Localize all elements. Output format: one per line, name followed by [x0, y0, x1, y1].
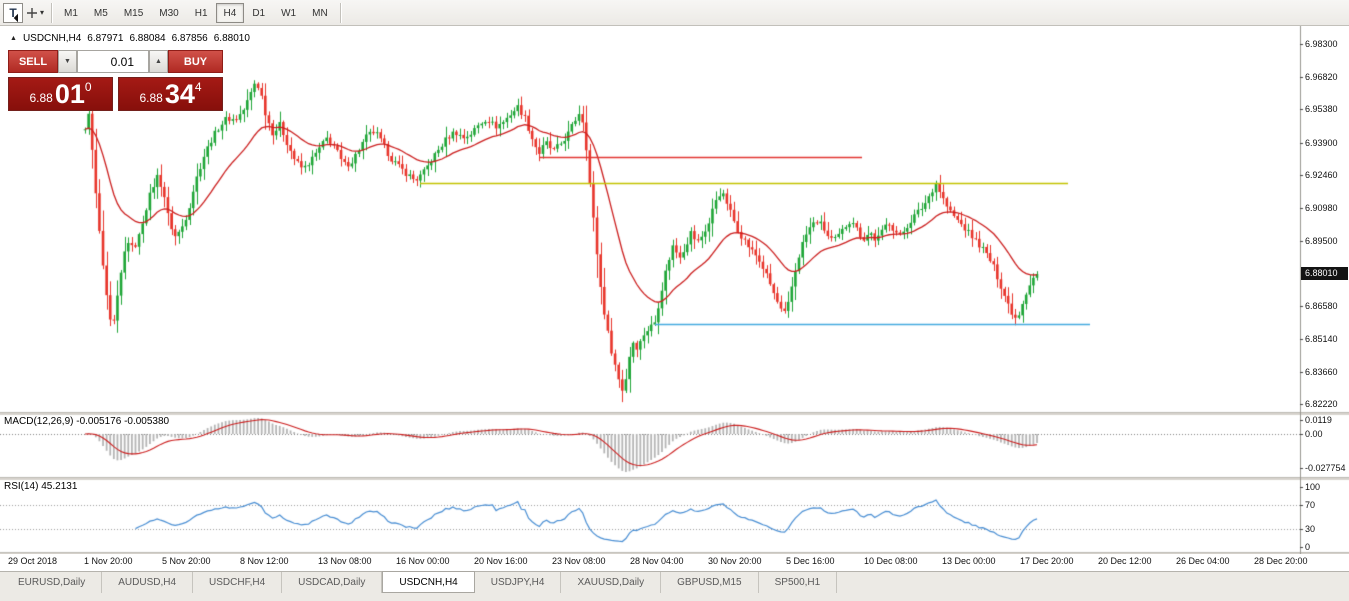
high-value: 6.88084 — [129, 33, 166, 44]
timeframe-button-m15[interactable]: M15 — [123, 7, 144, 19]
macd-axis-label: -0.027754 — [1305, 463, 1346, 473]
price-tick-label: 6.95380 — [1305, 104, 1338, 115]
price-chart-canvas[interactable] — [0, 26, 1349, 554]
price-tick-label: 6.90980 — [1305, 202, 1338, 213]
chart-tabs-bar: EURUSD,Daily AUDUSD,H4 USDCHF,H4 USDCAD,Dai… — [0, 571, 1349, 601]
lot-increase-button[interactable]: ▲ — [149, 50, 168, 73]
price-tick-label: 6.98300 — [1305, 39, 1338, 49]
time-axis-label: 30 Nov 20:00 — [708, 556, 762, 566]
timeframe-button-h4[interactable]: H4 — [215, 2, 245, 23]
rsi-axis-label: 70 — [1305, 500, 1316, 510]
sell-price-big: 01 — [54, 79, 85, 109]
timeframe-button-m30[interactable]: M30 — [159, 7, 179, 19]
sell-price-display[interactable]: 6.88 01 0 — [8, 77, 113, 111]
price-tick-label: 6.92460 — [1305, 169, 1338, 180]
chart-tab-audusd-h4[interactable]: AUDUSD,H4 — [102, 572, 194, 593]
toolbar: T ▾ M1 M5 M15 M30 H1 H4 D1 W1 MN — [0, 0, 1349, 26]
rsi-axis-label: 0 — [1305, 542, 1311, 552]
time-axis-label: 23 Nov 08:00 — [552, 556, 606, 566]
chart-tab-xauusd-daily[interactable]: XAUUSD,Daily — [561, 572, 662, 593]
price-tick-label: 6.86580 — [1305, 301, 1338, 312]
chart-tool-icon: T — [9, 5, 17, 20]
price-tick-label: 6.96820 — [1305, 72, 1338, 83]
time-axis-label: 13 Dec 00:00 — [942, 556, 996, 566]
time-axis-label: 20 Nov 16:00 — [474, 556, 528, 566]
current-price-tag: 6.88010 — [1301, 267, 1348, 281]
time-axis-label: 1 Nov 20:00 — [84, 556, 133, 566]
timeframe-button-mn[interactable]: MN — [312, 7, 328, 19]
ohlc-marker-icon: ▲ — [10, 35, 17, 42]
time-axis-label: 5 Dec 16:00 — [786, 556, 835, 566]
sell-price-sup: 0 — [84, 80, 92, 94]
time-axis-label: 28 Nov 04:00 — [630, 556, 684, 566]
macd-label: MACD(12,26,9) -0.005176 -0.005380 — [4, 416, 170, 427]
price-tick-label: 6.82220 — [1305, 399, 1338, 409]
chart-symbol-label: USDCNH,H4 — [22, 33, 82, 44]
chart-tab-gbpusd-m15[interactable]: GBPUSD,M15 — [661, 572, 759, 593]
time-axis[interactable]: 29 Oct 2018 1 Nov 20:00 5 Nov 20:00 8 Nov 1… — [0, 554, 1349, 571]
sell-price-prefix: 6.88 — [29, 91, 53, 105]
rsi-label: RSI(14) 45.2131 — [4, 481, 78, 492]
crosshair-tool-button[interactable]: ▾ — [25, 3, 45, 23]
chart-tab-usdchf-h4[interactable]: USDCHF,H4 — [193, 572, 283, 593]
lot-up-icon: ▲ — [155, 58, 162, 65]
price-tick-label: 6.83660 — [1305, 366, 1338, 377]
trade-prices-row: 6.88 01 0 6.88 34 4 — [8, 77, 223, 111]
chart-tab-usdcad-daily[interactable]: USDCAD,Daily — [282, 572, 383, 593]
timeframe-button-m1[interactable]: M1 — [64, 7, 78, 19]
chart-tab-usdcnh-h4[interactable]: USDCNH,H4 — [382, 571, 475, 593]
timeframe-button-d1[interactable]: D1 — [252, 7, 266, 19]
trade-controls-row: SELL ▼ ▲ BUY — [8, 50, 223, 73]
chart-area: ▲ USDCNH,H4 6.87971 6.88084 6.87856 6.88… — [0, 26, 1349, 571]
open-value: 6.87971 — [87, 33, 124, 44]
lot-down-icon: ▼ — [64, 58, 71, 65]
price-tick-label: 6.93900 — [1305, 137, 1338, 148]
time-axis-label: 16 Nov 00:00 — [396, 556, 450, 566]
time-axis-label: 10 Dec 08:00 — [864, 556, 918, 566]
buy-price-big: 34 — [164, 79, 195, 109]
macd-axis-label: 0.0119 — [1305, 415, 1332, 425]
buy-price-display[interactable]: 6.88 34 4 — [118, 77, 223, 111]
buy-price-sup: 4 — [194, 80, 202, 94]
low-value: 6.87856 — [171, 33, 208, 44]
price-tick-label: 6.89500 — [1305, 236, 1338, 246]
time-axis-label: 28 Dec 20:00 — [1254, 556, 1308, 566]
timeframe-group: M1 M5 M15 M30 H1 H4 D1 W1 MN — [56, 2, 336, 23]
time-axis-label: 17 Dec 20:00 — [1020, 556, 1074, 566]
timeframe-button-w1[interactable]: W1 — [281, 7, 297, 19]
crosshair-icon — [26, 7, 37, 18]
chart-tab-usdjpy-h4[interactable]: USDJPY,H4 — [475, 572, 562, 593]
buy-price-prefix: 6.88 — [139, 91, 163, 105]
toolbar-separator — [339, 2, 341, 23]
buy-button[interactable]: BUY — [168, 50, 223, 73]
price-scale[interactable]: 6.98300 6.96820 6.95380 6.93900 6.92460 6.909… — [1300, 26, 1349, 554]
time-axis-label: 26 Dec 04:00 — [1176, 556, 1230, 566]
sell-button[interactable]: SELL — [8, 50, 58, 73]
chart-tabs-row: EURUSD,Daily AUDUSD,H4 USDCHF,H4 USDCAD,Dai… — [0, 571, 1349, 593]
one-click-trading-panel: SELL ▼ ▲ BUY 6.88 01 0 6.88 34 — [8, 50, 223, 111]
timeframe-button-h1[interactable]: H1 — [194, 7, 208, 19]
chart-tab-eurusd-daily[interactable]: EURUSD,Daily — [2, 572, 103, 593]
macd-axis-label: 0.00 — [1305, 429, 1323, 439]
time-axis-label: 5 Nov 20:00 — [162, 556, 211, 566]
chart-window-button[interactable]: T — [3, 2, 23, 23]
time-axis-label: 20 Dec 12:00 — [1098, 556, 1152, 566]
lot-size-input[interactable] — [77, 50, 149, 73]
lot-decrease-button[interactable]: ▼ — [58, 50, 77, 73]
dropdown-caret-icon: ▾ — [39, 7, 44, 17]
time-axis-label: 8 Nov 12:00 — [240, 556, 289, 566]
rsi-axis-label: 30 — [1305, 524, 1316, 534]
toolbar-separator — [51, 2, 52, 23]
rsi-axis-label: 100 — [1305, 482, 1321, 492]
time-axis-label: 29 Oct 2018 — [8, 556, 58, 566]
chart-header: ▲ USDCNH,H4 6.87971 6.88084 6.87856 6.88… — [10, 33, 250, 44]
chart-tab-sp500-h1[interactable]: SP500,H1 — [759, 572, 838, 593]
timeframe-button-m5[interactable]: M5 — [93, 7, 108, 19]
time-axis-label: 13 Nov 08:00 — [318, 556, 372, 566]
close-value: 6.88010 — [213, 33, 250, 44]
price-tick-label: 6.85140 — [1305, 333, 1338, 344]
